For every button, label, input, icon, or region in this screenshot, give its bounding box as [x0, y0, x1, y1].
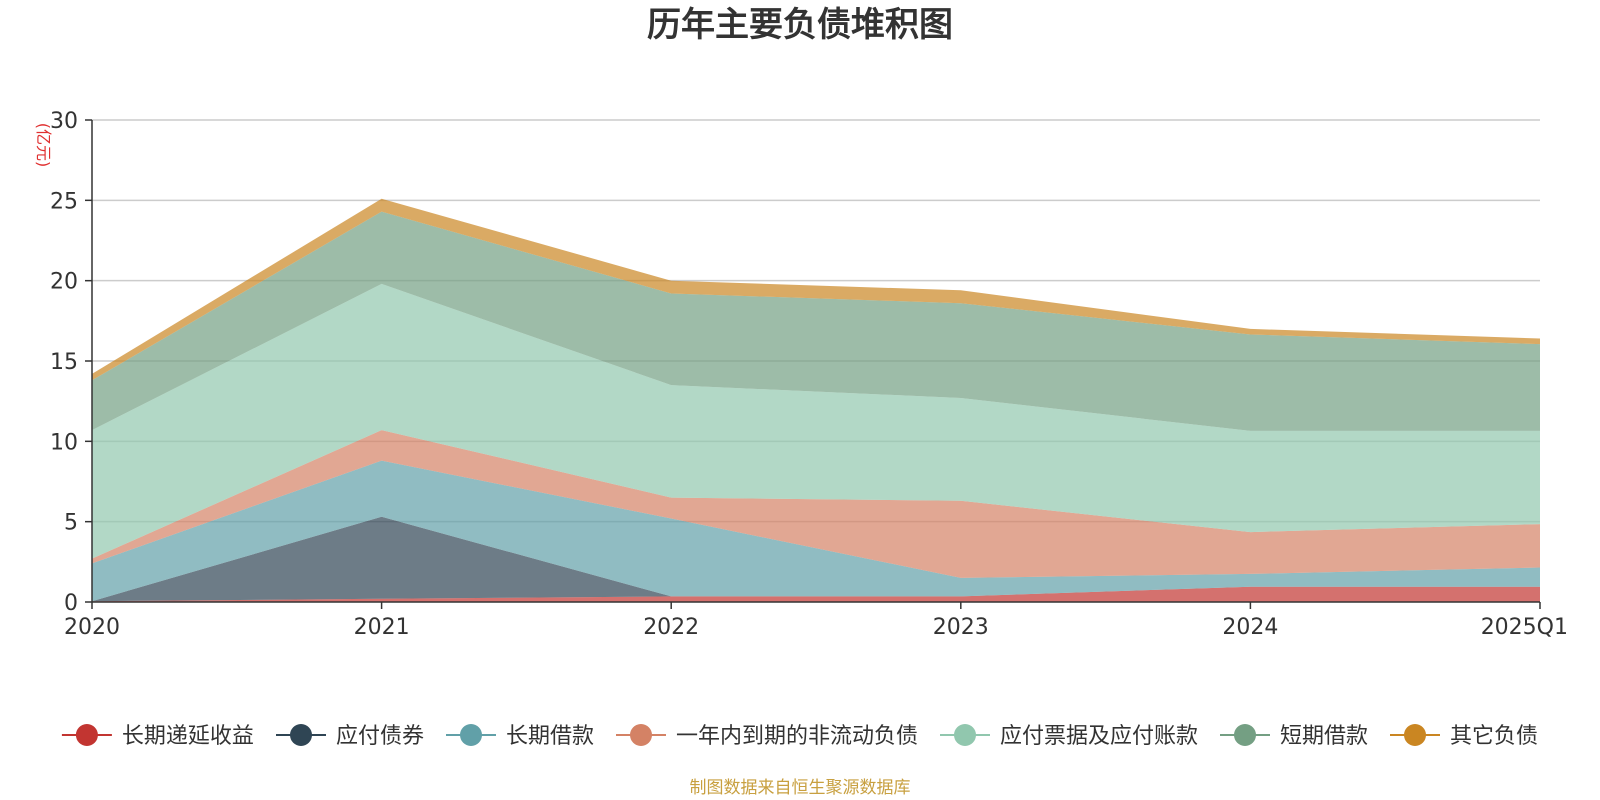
- y-tick-label: 0: [64, 591, 78, 616]
- y-tick-label: 10: [50, 430, 78, 455]
- y-tick-label: 25: [50, 189, 78, 214]
- y-axis-unit-label: (亿元): [34, 123, 53, 168]
- legend-circle-icon: [1234, 724, 1256, 746]
- x-tick-label: 2021: [354, 615, 410, 640]
- area-series-6: [92, 198, 1540, 381]
- y-tick-label: 20: [50, 270, 78, 295]
- chart-title: 历年主要负债堆积图: [647, 5, 953, 45]
- legend[interactable]: 长期递延收益 应付债券 长期借款 一年内到期的非流动负债 应付票据及应付账款 短期借款 其它…: [61, 724, 1538, 749]
- legend-item-5[interactable]: 短期借款: [1220, 724, 1368, 749]
- y-tick-label: 15: [50, 350, 78, 375]
- legend-label: 其它负债: [1450, 724, 1538, 749]
- legend-label: 短期借款: [1280, 724, 1368, 749]
- area-series-3: [92, 430, 1540, 578]
- y-tick-label: 30: [50, 109, 78, 134]
- x-tick-label: 2025Q1: [1481, 615, 1568, 640]
- area-series-1: [92, 516, 1540, 602]
- source-note: 制图数据来自恒生聚源数据库: [690, 778, 911, 798]
- x-tick-label: 2020: [64, 615, 120, 640]
- legend-item-2[interactable]: 长期借款: [446, 724, 594, 749]
- area-series-4: [92, 283, 1540, 559]
- legend-item-3[interactable]: 一年内到期的非流动负债: [616, 724, 918, 749]
- axes: 0 5 10 15 20 25 30 2020 2021 2022 2023 2024 2025Q1: [50, 109, 1568, 640]
- legend-item-6[interactable]: 其它负债: [1390, 724, 1538, 749]
- legend-label: 一年内到期的非流动负债: [676, 724, 918, 749]
- legend-label: 应付债券: [336, 724, 424, 749]
- area-series-2: [92, 460, 1540, 602]
- legend-label: 长期借款: [506, 724, 594, 749]
- x-tick-label: 2022: [643, 615, 699, 640]
- legend-item-1[interactable]: 应付债券: [276, 724, 424, 749]
- legend-label: 长期递延收益: [122, 724, 254, 749]
- legend-circle-icon: [954, 724, 976, 746]
- area-series-0: [92, 586, 1540, 602]
- legend-circle-icon: [290, 724, 312, 746]
- series-areas: [92, 198, 1540, 602]
- legend-circle-icon: [1404, 724, 1426, 746]
- legend-circle-icon: [460, 724, 482, 746]
- area-series-5: [92, 211, 1540, 431]
- y-tick-label: 5: [64, 511, 78, 536]
- x-tick-label: 2024: [1222, 615, 1278, 640]
- legend-circle-icon: [630, 724, 652, 746]
- legend-item-0[interactable]: 长期递延收益: [61, 724, 254, 749]
- legend-label: 应付票据及应付账款: [1000, 724, 1198, 749]
- legend-item-4[interactable]: 应付票据及应付账款: [940, 724, 1198, 749]
- legend-circle-icon: [75, 724, 98, 746]
- x-tick-label: 2023: [933, 615, 989, 640]
